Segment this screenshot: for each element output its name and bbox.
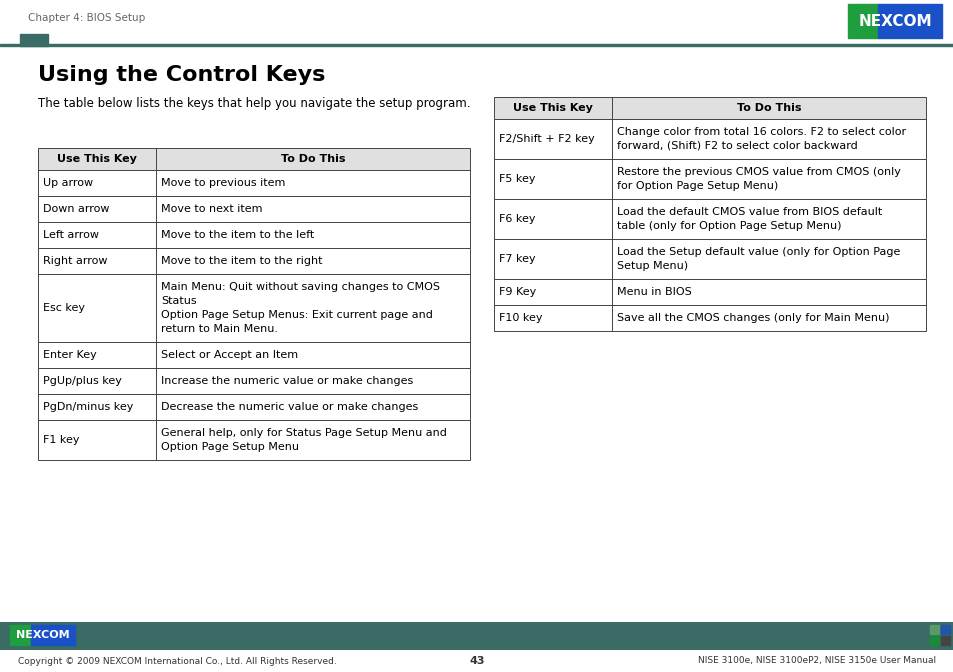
Text: F6 key: F6 key bbox=[498, 214, 535, 224]
Bar bbox=[38, 248, 470, 274]
Bar bbox=[38, 420, 470, 460]
Text: forward, (Shift) F2 to select color backward: forward, (Shift) F2 to select color back… bbox=[617, 141, 857, 151]
Text: Load the default CMOS value from BIOS default: Load the default CMOS value from BIOS de… bbox=[617, 207, 882, 217]
Text: NEXCOM: NEXCOM bbox=[858, 13, 931, 28]
Text: 43: 43 bbox=[469, 656, 484, 666]
Text: Move to the item to the left: Move to the item to the left bbox=[161, 230, 314, 240]
Text: table (only for Option Page Setup Menu): table (only for Option Page Setup Menu) bbox=[617, 221, 841, 231]
Bar bbox=[0, 44, 953, 46]
Text: Move to next item: Move to next item bbox=[161, 204, 262, 214]
Bar bbox=[0, 622, 953, 650]
Text: for Option Page Setup Menu): for Option Page Setup Menu) bbox=[617, 181, 778, 191]
Text: F10 key: F10 key bbox=[498, 313, 542, 323]
Bar bbox=[38, 368, 470, 394]
Text: Using the Control Keys: Using the Control Keys bbox=[38, 65, 325, 85]
Bar bbox=[494, 199, 925, 239]
Bar bbox=[494, 159, 925, 199]
Text: Down arrow: Down arrow bbox=[43, 204, 110, 214]
Text: Status: Status bbox=[161, 296, 196, 306]
Text: Main Menu: Quit without saving changes to CMOS: Main Menu: Quit without saving changes t… bbox=[161, 282, 439, 292]
Bar bbox=[494, 279, 925, 305]
Text: Save all the CMOS changes (only for Main Menu): Save all the CMOS changes (only for Main… bbox=[617, 313, 888, 323]
Text: PgDn/minus key: PgDn/minus key bbox=[43, 402, 133, 412]
Text: Esc key: Esc key bbox=[43, 303, 85, 313]
Text: Increase the numeric value or make changes: Increase the numeric value or make chang… bbox=[161, 376, 413, 386]
Text: F1 key: F1 key bbox=[43, 435, 79, 445]
Text: F7 key: F7 key bbox=[498, 254, 535, 264]
Text: Decrease the numeric value or make changes: Decrease the numeric value or make chang… bbox=[161, 402, 417, 412]
Text: Use This Key: Use This Key bbox=[57, 154, 137, 164]
Bar bbox=[940, 636, 949, 645]
Text: Enter Key: Enter Key bbox=[43, 350, 96, 360]
Text: Restore the previous CMOS value from CMOS (only: Restore the previous CMOS value from CMO… bbox=[617, 167, 900, 177]
Text: NEXCOM: NEXCOM bbox=[15, 630, 70, 640]
Bar bbox=[494, 119, 925, 159]
Bar bbox=[929, 625, 938, 634]
Bar bbox=[38, 222, 470, 248]
Bar bbox=[20, 34, 48, 46]
Text: Move to the item to the right: Move to the item to the right bbox=[161, 256, 322, 266]
Text: The table below lists the keys that help you navigate the setup program.: The table below lists the keys that help… bbox=[38, 97, 470, 110]
Text: Option Page Setup Menu: Option Page Setup Menu bbox=[161, 442, 298, 452]
Bar bbox=[494, 239, 925, 279]
Bar bbox=[877, 4, 941, 38]
Text: Chapter 4: BIOS Setup: Chapter 4: BIOS Setup bbox=[28, 13, 145, 23]
Bar bbox=[494, 97, 925, 119]
Text: Copyright © 2009 NEXCOM International Co., Ltd. All Rights Reserved.: Copyright © 2009 NEXCOM International Co… bbox=[18, 657, 336, 665]
Bar bbox=[38, 274, 470, 342]
Text: Up arrow: Up arrow bbox=[43, 178, 93, 188]
Bar bbox=[38, 170, 470, 196]
Text: Select or Accept an Item: Select or Accept an Item bbox=[161, 350, 297, 360]
Text: Left arrow: Left arrow bbox=[43, 230, 99, 240]
Text: Option Page Setup Menus: Exit current page and: Option Page Setup Menus: Exit current pa… bbox=[161, 310, 433, 320]
Bar bbox=[38, 394, 470, 420]
Text: Load the Setup default value (only for Option Page: Load the Setup default value (only for O… bbox=[617, 247, 900, 257]
Text: General help, only for Status Page Setup Menu and: General help, only for Status Page Setup… bbox=[161, 428, 446, 438]
Bar bbox=[940, 625, 949, 634]
Text: To Do This: To Do This bbox=[736, 103, 801, 113]
Text: Setup Menu): Setup Menu) bbox=[617, 261, 687, 271]
Text: PgUp/plus key: PgUp/plus key bbox=[43, 376, 122, 386]
Bar bbox=[847, 4, 877, 38]
Bar bbox=[38, 196, 470, 222]
Text: F9 Key: F9 Key bbox=[498, 287, 536, 297]
Text: Move to previous item: Move to previous item bbox=[161, 178, 285, 188]
Text: F5 key: F5 key bbox=[498, 174, 535, 184]
Text: Use This Key: Use This Key bbox=[513, 103, 593, 113]
Bar bbox=[10, 625, 30, 645]
Bar bbox=[494, 305, 925, 331]
Text: Menu in BIOS: Menu in BIOS bbox=[617, 287, 691, 297]
Text: F2/Shift + F2 key: F2/Shift + F2 key bbox=[498, 134, 594, 144]
Text: To Do This: To Do This bbox=[280, 154, 345, 164]
Bar bbox=[38, 148, 470, 170]
Bar bbox=[929, 636, 938, 645]
Text: Change color from total 16 colors. F2 to select color: Change color from total 16 colors. F2 to… bbox=[617, 127, 905, 137]
Bar bbox=[0, 650, 953, 672]
Bar bbox=[30, 625, 75, 645]
Bar bbox=[38, 342, 470, 368]
Text: Right arrow: Right arrow bbox=[43, 256, 108, 266]
Text: return to Main Menu.: return to Main Menu. bbox=[161, 324, 277, 334]
Text: NISE 3100e, NISE 3100eP2, NISE 3150e User Manual: NISE 3100e, NISE 3100eP2, NISE 3150e Use… bbox=[698, 657, 935, 665]
